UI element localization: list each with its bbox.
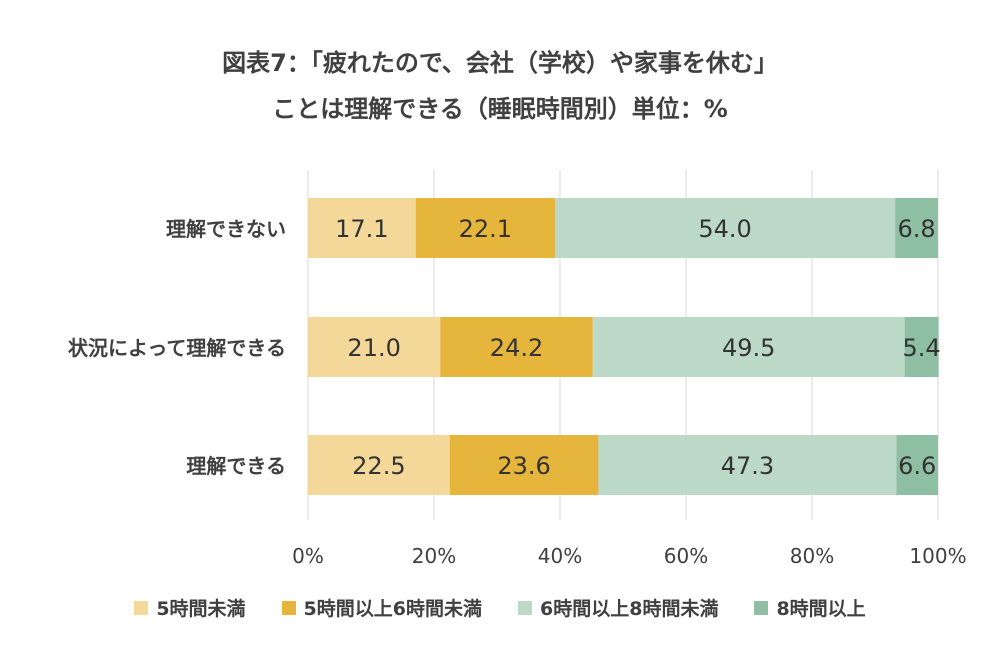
bar-2-3 (896, 435, 938, 495)
bar-0-3 (895, 198, 938, 258)
x-tick-label-3: 60% (664, 544, 708, 568)
data-label-2-1: 23.6 (497, 452, 550, 480)
data-label-0-0: 17.1 (335, 215, 388, 243)
category-label-2: 理解できる (186, 454, 286, 478)
data-label-2-2: 47.3 (721, 452, 774, 480)
bar-1-2 (592, 317, 905, 377)
legend-label-5-6h: 5時間以上6時間未満 (303, 598, 482, 620)
x-tick-label-2: 40% (538, 544, 582, 568)
legend-swatch-8h-plus (754, 600, 769, 615)
legend-swatch-6-8h (518, 600, 532, 615)
legend-label-8h-plus: 8時間以上 (776, 598, 866, 620)
chart-title-line-2: ことは理解できる（睡眠時間別）単位：% (272, 95, 728, 123)
bar-0-1 (415, 198, 555, 258)
data-label-1-1: 24.2 (490, 334, 543, 362)
data-label-0-2: 54.0 (698, 215, 751, 243)
legend-item-8h-plus: 8時間以上 (754, 594, 866, 621)
category-label-0: 理解できない (166, 217, 286, 241)
x-tick-label-0: 0% (292, 544, 324, 568)
bar-0-0 (308, 198, 416, 258)
x-tick-label-4: 80% (790, 544, 834, 568)
x-tick-label-5: 100% (909, 544, 966, 568)
bar-1-3 (904, 317, 939, 377)
bar-2-2 (598, 435, 897, 495)
bar-1-0 (308, 317, 441, 377)
x-tick-label-1: 20% (412, 544, 456, 568)
legend-swatch-under-5h (134, 600, 149, 615)
category-label-1: 状況によって理解できる (68, 336, 286, 360)
data-label-0-1: 22.1 (459, 215, 512, 243)
bar-0-2 (554, 198, 896, 258)
data-label-0-3: 6.8 (897, 215, 935, 243)
legend-swatch-5-6h (281, 600, 296, 615)
data-label-1-0: 21.0 (347, 334, 400, 362)
legend-label-6-8h: 6時間以上8時間未満 (540, 598, 719, 620)
chart-title-line-1: 図表7：「疲れたので、会社（学校）や家事を休む」 (222, 49, 778, 77)
data-label-2-0: 22.5 (352, 452, 405, 480)
data-label-2-3: 6.6 (898, 452, 936, 480)
legend: 5時間未満 5時間以上6時間未満 6時間以上8時間未満 8時間以上 (0, 594, 1000, 621)
chart-title: 図表7：「疲れたので、会社（学校）や家事を休む」 ことは理解できる（睡眠時間別）… (0, 40, 1000, 132)
bar-1-1 (440, 317, 593, 377)
data-label-1-3: 5.4 (903, 334, 941, 362)
bar-2-0 (308, 435, 450, 495)
legend-item-5-6h: 5時間以上6時間未満 (281, 594, 482, 621)
legend-item-6-8h: 6時間以上8時間未満 (518, 594, 718, 621)
bar-2-1 (449, 435, 599, 495)
data-label-1-2: 49.5 (722, 334, 775, 362)
legend-item-under-5h: 5時間未満 (134, 594, 246, 621)
legend-label-under-5h: 5時間未満 (156, 598, 246, 620)
